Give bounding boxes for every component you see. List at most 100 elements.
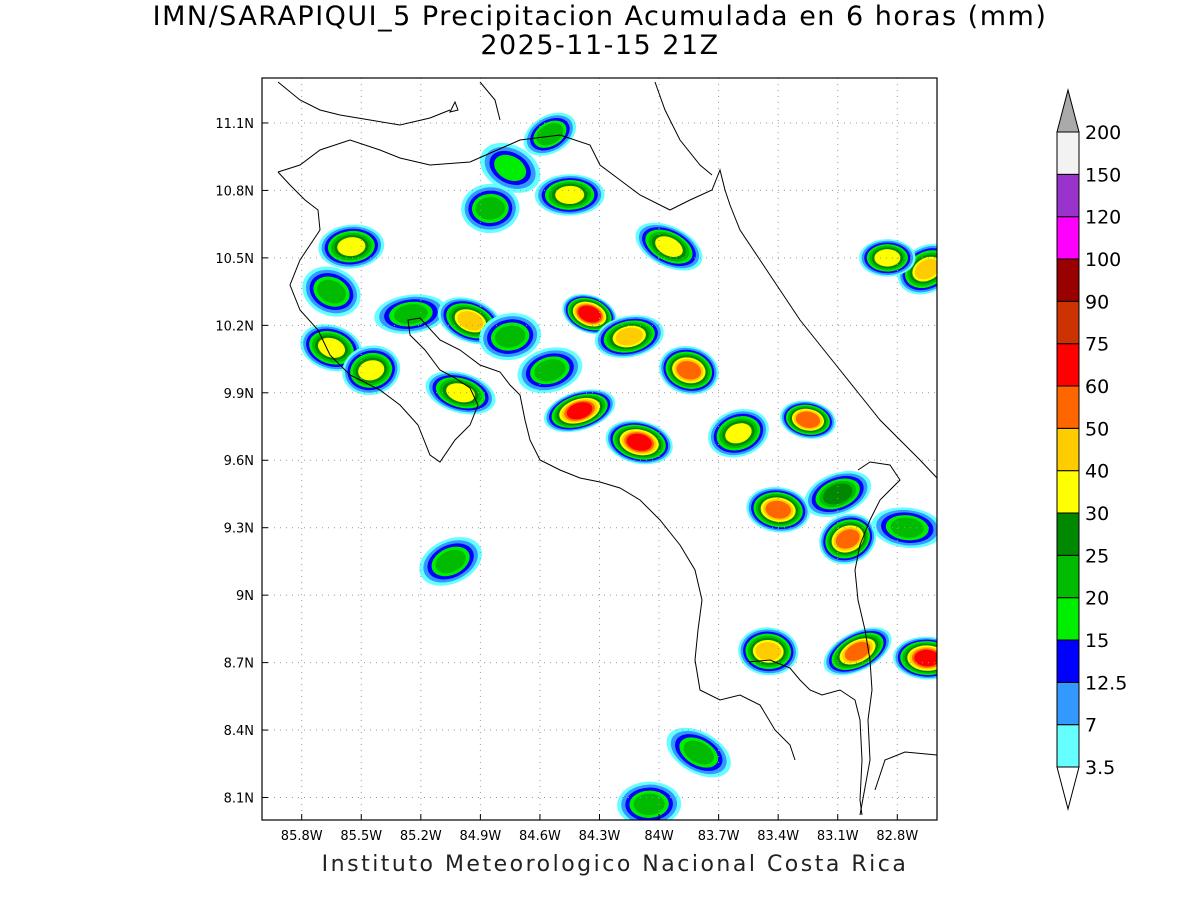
lon-tick-label: 83.7W <box>698 829 740 844</box>
legend-level-label: 75 <box>1085 334 1109 356</box>
legend-level-label: 12.5 <box>1085 672 1127 694</box>
rain-contour <box>914 649 937 667</box>
coastlines-borders <box>277 81 937 816</box>
rain-cell <box>534 174 605 216</box>
lon-tick-label: 84W <box>644 829 674 844</box>
nicaragua-lake-east <box>479 81 501 121</box>
legend-level-label: 25 <box>1085 545 1109 567</box>
lat-tick-label: 8.7N <box>224 657 254 672</box>
legend-level-label: 3.5 <box>1085 757 1115 779</box>
lon-tick-label: 84.6W <box>519 829 561 844</box>
rain-cell <box>517 347 583 394</box>
legend-swatch <box>1056 597 1080 641</box>
rain-cell <box>342 345 401 396</box>
rain-contour <box>534 359 566 382</box>
rain-cell <box>859 239 916 277</box>
rain-cell <box>893 636 937 680</box>
rain-cell <box>666 727 731 778</box>
map-title: IMN/SARAPIQUI_5 Precipitacion Acumulada … <box>0 2 1200 60</box>
lat-tick-label: 9.9N <box>224 387 254 402</box>
panama-north-coast <box>874 751 937 791</box>
rain-contour <box>633 793 665 816</box>
legend-level-label: 40 <box>1085 461 1109 483</box>
lat-tick-label: 8.4N <box>224 724 254 739</box>
rain-contour <box>358 360 385 381</box>
lon-tick-label: 82.8W <box>876 829 918 844</box>
legend-level-label: 15 <box>1085 630 1109 652</box>
lat-tick-label: 9N <box>236 589 254 604</box>
nicaragua-costa-rica-border <box>277 134 671 211</box>
rain-cell <box>302 266 361 317</box>
osa-peninsula-coast <box>747 659 863 816</box>
rain-contour <box>755 642 782 661</box>
lat-tick-label: 11.1N <box>215 117 254 132</box>
legend-swatch <box>1056 681 1080 726</box>
rain-cell <box>746 486 811 533</box>
lat-tick-label: 10.5N <box>215 252 254 267</box>
legend-swatch <box>1056 343 1080 387</box>
legend-level-label: 50 <box>1085 418 1109 440</box>
rain-cell <box>635 222 703 271</box>
rain-contour <box>536 123 564 146</box>
rain-contour <box>835 529 860 549</box>
legend-swatch <box>1056 724 1080 768</box>
legend-level-label: 120 <box>1085 207 1121 229</box>
legend-swatch <box>1056 470 1080 514</box>
legend-swatch <box>1056 216 1080 260</box>
lake-islet <box>449 100 459 113</box>
rain-contour <box>655 236 683 257</box>
rain-contour <box>725 423 752 444</box>
legend-level-label: 20 <box>1085 588 1109 610</box>
rain-contour <box>578 305 602 323</box>
legend-level-label: 150 <box>1085 164 1121 186</box>
rain-cell <box>708 409 769 458</box>
legend-swatch <box>1056 554 1080 599</box>
caribbean-north-coast <box>654 81 713 176</box>
title-line-1: IMN/SARAPIQUI_5 Precipitacion Acumulada … <box>152 1 1048 32</box>
rain-cell <box>300 324 363 372</box>
graticule-grid <box>262 78 937 820</box>
rain-contour <box>494 325 526 348</box>
legend-level-label: 200 <box>1085 122 1121 144</box>
rain-cell <box>738 627 799 676</box>
rain-cell <box>617 781 682 820</box>
rain-cell <box>804 470 872 517</box>
rain-contour <box>890 517 924 538</box>
rain-contour <box>475 197 506 220</box>
rain-cell <box>318 224 385 269</box>
lon-tick-label: 83.1W <box>817 829 859 844</box>
legend-swatch <box>1056 258 1080 302</box>
legend-underflow-triangle <box>1056 766 1080 811</box>
legend-swatch <box>1056 131 1080 175</box>
lat-tick-label: 10.2N <box>215 319 254 334</box>
lon-tick-label: 85.2W <box>400 829 442 844</box>
panama-border <box>854 461 901 816</box>
lat-tick-label: 9.3N <box>224 522 254 537</box>
rain-contour <box>823 483 853 505</box>
legend-level-label: 100 <box>1085 249 1121 271</box>
credit-footer: Instituto Meteorologico Nacional Costa R… <box>321 852 909 877</box>
rain-contour <box>626 433 652 451</box>
legend-overflow-triangle <box>1056 88 1080 133</box>
legend-level-label: 90 <box>1085 291 1109 313</box>
title-line-2: 2025-11-15 21Z <box>480 30 720 61</box>
lon-tick-label: 85.5W <box>340 829 382 844</box>
rain-contour <box>765 500 791 519</box>
color-legend: 3.5 7 12.5 15 20 25 30 40 50 60 75 90 100 120 150 200 <box>1056 88 1127 811</box>
legend-swatch <box>1056 173 1080 218</box>
rain-contour <box>494 154 527 182</box>
rain-cell <box>779 400 836 439</box>
rain-contour <box>317 337 346 358</box>
rain-contour <box>676 361 702 380</box>
rain-contour <box>844 641 871 661</box>
rain-cell <box>871 507 937 549</box>
rain-cell <box>605 420 673 465</box>
rain-contour <box>457 311 484 331</box>
nicaragua-lake-shore <box>277 81 451 126</box>
legend-level-label: 30 <box>1085 503 1109 525</box>
pacific-coast-nicoya <box>277 171 796 761</box>
legend-swatch <box>1056 512 1080 556</box>
rain-contour <box>914 258 937 280</box>
rain-contour <box>683 740 714 765</box>
